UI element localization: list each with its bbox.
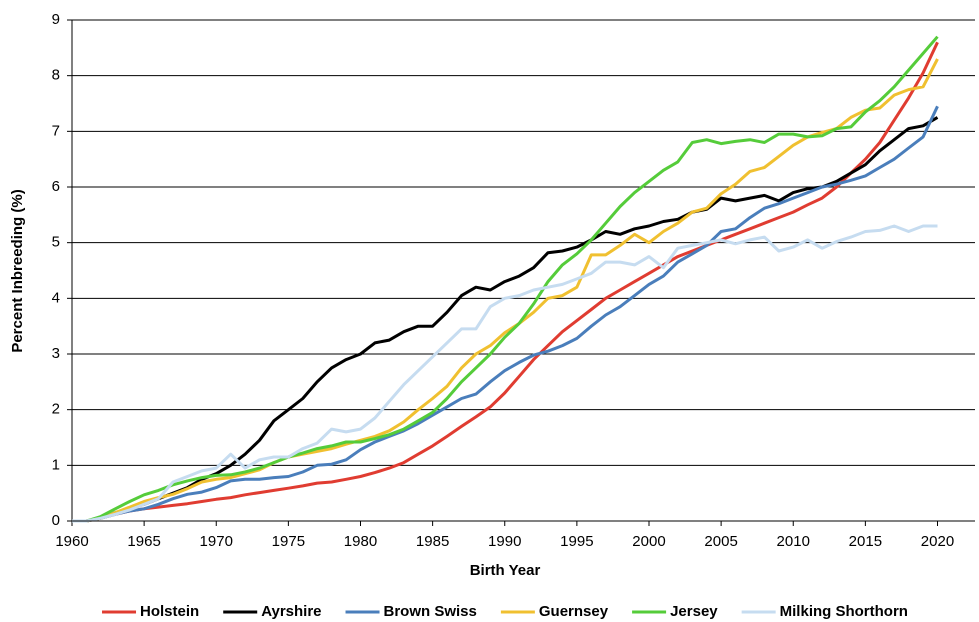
series-line bbox=[72, 116, 939, 523]
y-tick-label: 8 bbox=[52, 67, 60, 84]
x-tick-label: 2015 bbox=[849, 533, 882, 550]
x-tick-label: 1970 bbox=[200, 533, 233, 550]
y-tick-label: 0 bbox=[52, 512, 60, 529]
legend-label: Jersey bbox=[670, 603, 718, 620]
y-tick-label: 3 bbox=[52, 345, 60, 362]
x-tick-label: 2010 bbox=[777, 533, 810, 550]
series-line bbox=[72, 105, 939, 523]
x-tick-label: 2000 bbox=[632, 533, 665, 550]
legend-label: Ayrshire bbox=[261, 603, 321, 620]
x-tick-label: 1990 bbox=[488, 533, 521, 550]
x-axis-label: Birth Year bbox=[470, 562, 541, 579]
series-line bbox=[72, 58, 939, 523]
y-axis-label: Percent Inbreeding (%) bbox=[9, 189, 26, 352]
legend-label: Brown Swiss bbox=[384, 603, 477, 620]
y-tick-label: 6 bbox=[52, 178, 60, 195]
series-line bbox=[72, 224, 938, 523]
x-tick-label: 1975 bbox=[272, 533, 305, 550]
series-line bbox=[72, 35, 939, 523]
y-tick-label: 1 bbox=[52, 456, 60, 473]
x-tick-label: 2005 bbox=[704, 533, 737, 550]
x-tick-label: 1960 bbox=[55, 533, 88, 550]
x-tick-label: 2020 bbox=[921, 533, 954, 550]
legend-label: Milking Shorthorn bbox=[780, 603, 908, 620]
x-tick-label: 1980 bbox=[344, 533, 377, 550]
x-tick-label: 1985 bbox=[416, 533, 449, 550]
legend-label: Holstein bbox=[140, 603, 199, 620]
series-line bbox=[72, 41, 939, 523]
y-tick-label: 5 bbox=[52, 234, 60, 251]
y-tick-label: 7 bbox=[52, 122, 60, 139]
legend-label: Guernsey bbox=[539, 603, 609, 620]
x-tick-label: 1995 bbox=[560, 533, 593, 550]
x-tick-label: 1965 bbox=[127, 533, 160, 550]
y-tick-label: 9 bbox=[52, 11, 60, 28]
y-tick-label: 4 bbox=[52, 289, 60, 306]
y-tick-label: 2 bbox=[52, 401, 60, 418]
